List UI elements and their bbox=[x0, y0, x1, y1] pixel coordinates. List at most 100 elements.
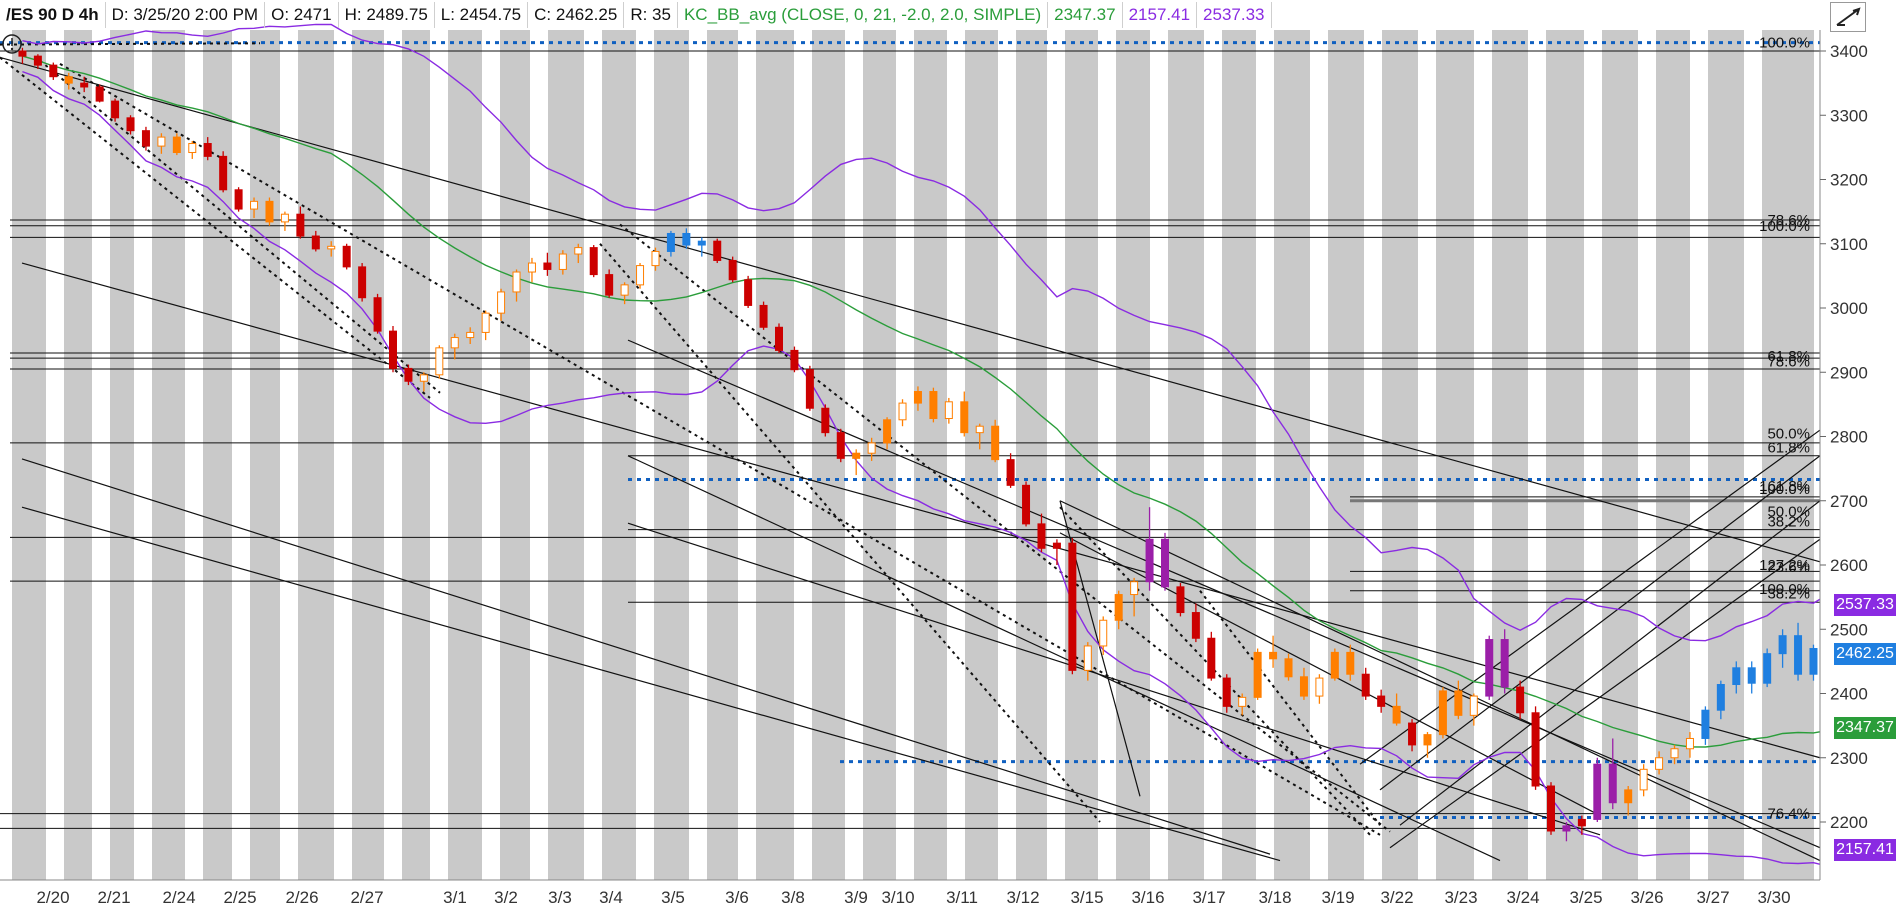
trendline[interactable] bbox=[619, 223, 1391, 833]
candle-body[interactable] bbox=[1408, 722, 1417, 746]
candle-body[interactable] bbox=[1593, 763, 1602, 820]
candle-body[interactable] bbox=[250, 200, 259, 210]
trendline[interactable] bbox=[599, 243, 1101, 823]
candle-body[interactable] bbox=[620, 284, 629, 296]
candle-body[interactable] bbox=[867, 442, 876, 454]
candle-body[interactable] bbox=[1114, 594, 1123, 621]
candle-body[interactable] bbox=[1284, 658, 1293, 678]
candle-body[interactable] bbox=[728, 259, 737, 281]
candle-body[interactable] bbox=[775, 326, 783, 351]
candle-body[interactable] bbox=[821, 407, 830, 434]
study-label[interactable]: KC_BB_avg (CLOSE, 0, 21, -2.0, 2.0, SIMP… bbox=[678, 2, 1049, 28]
candle-body[interactable] bbox=[1577, 818, 1586, 827]
candle-body[interactable] bbox=[713, 240, 722, 261]
candle-body[interactable] bbox=[1500, 639, 1509, 688]
candle-body[interactable] bbox=[1238, 696, 1247, 707]
candle-body[interactable] bbox=[1732, 667, 1741, 686]
candle-body[interactable] bbox=[1037, 523, 1046, 549]
candle-body[interactable] bbox=[1778, 635, 1787, 655]
candle-body[interactable] bbox=[1547, 785, 1555, 832]
candle-body[interactable] bbox=[1655, 757, 1664, 770]
candle-body[interactable] bbox=[1099, 619, 1108, 647]
candle-body[interactable] bbox=[975, 425, 984, 434]
trendline[interactable] bbox=[59, 62, 1381, 836]
candle-body[interactable] bbox=[1608, 763, 1617, 804]
price-axis[interactable]: 3400 3300 3200 3100 3000 2900 2800 2700 2600 2500… bbox=[1819, 30, 1896, 880]
candle-body[interactable] bbox=[1145, 538, 1154, 583]
candle-body[interactable] bbox=[1083, 645, 1092, 671]
candle-body[interactable] bbox=[1670, 748, 1679, 759]
candle-body[interactable] bbox=[543, 262, 552, 270]
candle-body[interactable] bbox=[141, 130, 150, 147]
candle-body[interactable] bbox=[126, 117, 135, 132]
candle-body[interactable] bbox=[790, 349, 799, 371]
trendline[interactable] bbox=[1379, 455, 1821, 791]
candle-body[interactable] bbox=[1269, 651, 1278, 660]
candle-body[interactable] bbox=[651, 250, 660, 267]
candle-body[interactable] bbox=[1809, 648, 1818, 675]
candle-body[interactable] bbox=[342, 245, 351, 268]
candle-body[interactable] bbox=[373, 297, 382, 332]
candle-body[interactable] bbox=[574, 247, 583, 255]
candle-body[interactable] bbox=[1068, 542, 1077, 671]
candle-body[interactable] bbox=[419, 374, 428, 382]
candle-body[interactable] bbox=[450, 337, 459, 349]
candle-body[interactable] bbox=[311, 235, 320, 250]
candle-body[interactable] bbox=[1454, 690, 1463, 716]
candle-body[interactable] bbox=[1438, 690, 1447, 736]
candle-body[interactable] bbox=[389, 330, 397, 369]
candle-body[interactable] bbox=[944, 401, 953, 420]
candle-body[interactable] bbox=[1191, 612, 1200, 639]
candle-body[interactable] bbox=[636, 265, 645, 286]
candle-body[interactable] bbox=[203, 143, 212, 157]
candle-body[interactable] bbox=[1763, 653, 1772, 684]
candle-body[interactable] bbox=[744, 279, 753, 306]
candle-body[interactable] bbox=[404, 367, 413, 382]
candle-body[interactable] bbox=[466, 331, 475, 339]
trendline[interactable] bbox=[21, 458, 1271, 855]
candle-body[interactable] bbox=[697, 240, 706, 246]
candle-body[interactable] bbox=[157, 136, 166, 147]
candle-body[interactable] bbox=[1423, 734, 1432, 746]
cursor-icon[interactable] bbox=[2, 34, 22, 54]
trendline[interactable] bbox=[0, 56, 1821, 563]
candle-body[interactable] bbox=[80, 82, 89, 88]
candle-body[interactable] bbox=[1794, 635, 1803, 675]
candle-body[interactable] bbox=[1747, 667, 1756, 684]
candle-body[interactable] bbox=[527, 262, 536, 273]
candle-body[interactable] bbox=[64, 76, 73, 84]
candle-body[interactable] bbox=[898, 402, 907, 421]
trendline[interactable] bbox=[21, 262, 1821, 759]
candle-body[interactable] bbox=[265, 200, 274, 223]
trendline[interactable] bbox=[0, 56, 431, 399]
candle-body[interactable] bbox=[435, 347, 444, 376]
time-axis[interactable]: 2/20 2/21 2/24 2/25 2/26 2/27 3/1 3/2 3/3 3/4 3/5 3… bbox=[0, 879, 1896, 909]
candle-body[interactable] bbox=[666, 232, 675, 252]
candle-body[interactable] bbox=[1299, 676, 1308, 697]
candle-body[interactable] bbox=[1716, 684, 1725, 711]
candle-body[interactable] bbox=[1531, 712, 1540, 787]
candles[interactable] bbox=[18, 47, 1864, 842]
candle-body[interactable] bbox=[991, 425, 1000, 461]
symbol-label[interactable]: /ES 90 D 4h bbox=[0, 2, 106, 28]
candle-body[interactable] bbox=[481, 312, 490, 333]
candle-body[interactable] bbox=[852, 452, 861, 459]
candle-body[interactable] bbox=[913, 391, 922, 404]
trendline[interactable] bbox=[1059, 500, 1821, 862]
candle-body[interactable] bbox=[280, 213, 289, 223]
candle-body[interactable] bbox=[33, 55, 42, 66]
candle-body[interactable] bbox=[1052, 542, 1061, 549]
trendline[interactable] bbox=[1199, 590, 1381, 826]
candle-body[interactable] bbox=[1685, 737, 1694, 750]
candle-body[interactable] bbox=[95, 86, 104, 102]
candle-body[interactable] bbox=[234, 189, 243, 210]
candle-body[interactable] bbox=[1516, 686, 1525, 714]
candle-body[interactable] bbox=[836, 432, 845, 459]
candle-body[interactable] bbox=[759, 304, 768, 328]
candle-body[interactable] bbox=[49, 64, 58, 78]
candle-body[interactable] bbox=[1624, 789, 1633, 804]
candle-body[interactable] bbox=[1361, 673, 1370, 697]
candle-body[interactable] bbox=[682, 232, 691, 246]
trendline[interactable] bbox=[0, 42, 261, 46]
candle-body[interactable] bbox=[512, 271, 521, 293]
